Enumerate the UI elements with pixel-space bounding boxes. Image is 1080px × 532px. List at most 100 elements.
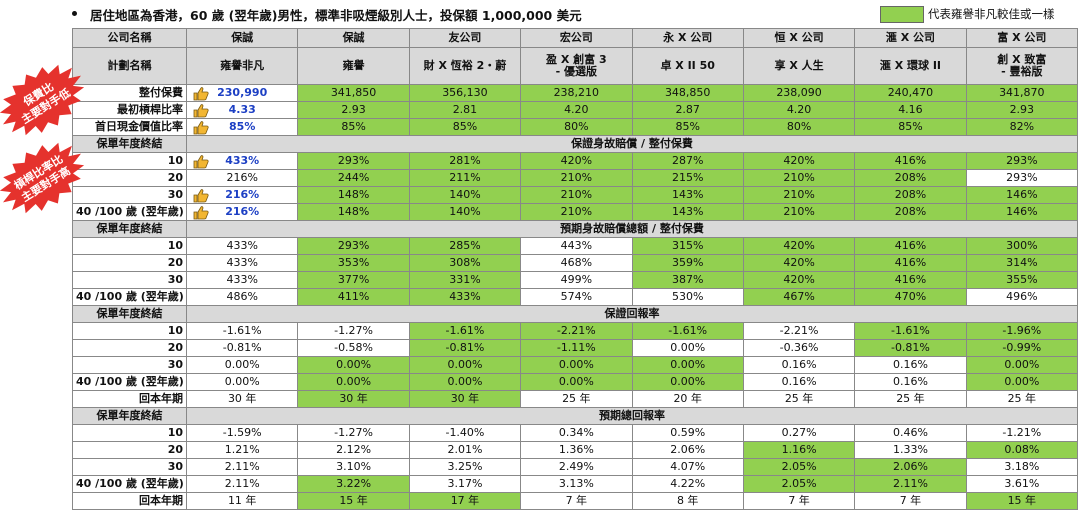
cell: 2.93 [965,101,1079,119]
cell: 0.00% [297,356,410,374]
cell-value: 300% [1006,239,1038,252]
data-row: 20 1.21% 2.12% 2.01% 1.36% 2.06% 1.16% 1.33% 0.0… [72,441,1079,459]
cell: 530% [631,288,744,306]
cell-value: 30 年 [227,392,257,405]
cell: 341,850 [297,84,410,102]
cell-value: 420% [783,239,815,252]
cell-value: 146% [1006,188,1038,201]
cell: 433% [185,271,299,289]
data-row: 30 216% 148% 140% 210% 143% 210% 208% 146% [72,186,1079,204]
cell: -0.81% [185,339,299,357]
section-label: 保單年度終結 [72,135,187,153]
cell: 0.00% [520,356,633,374]
cell: 468% [520,254,633,272]
cell: 416% [854,152,967,170]
cell-value: 30 年 [450,392,480,405]
company-name: 保誠 [297,28,410,48]
data-row: 20 433% 353% 308% 468% 359% 420% 416% 314% [72,254,1079,272]
data-row: 10 433% 293% 285% 443% 315% 420% 416% 300% [72,237,1079,255]
cell-value: 433% [226,273,258,286]
cell-value: 20 年 [673,392,702,405]
cell: 315% [631,237,744,255]
cell-value: 420% [560,154,593,167]
cell: -1.96% [965,322,1079,340]
cell: 2.06% [854,458,967,476]
cell-value: 0.00% [558,358,594,371]
cell: 420% [742,271,856,289]
row-label: 40 /100 歲 (翌年歲) [72,203,187,221]
cell: 0.00% [965,356,1079,374]
cell-value: 0.00% [447,358,483,371]
row-label: 30 [72,356,187,374]
cell: -1.21% [965,424,1079,442]
cell-value: -2.21% [779,324,819,337]
header-row: 公司名稱 保誠 保誠 友公司 宏公司永 X 公司恒 X 公司滙 X 公司富 X 公司 [72,28,1079,48]
cell: 208% [854,186,967,204]
cell: 0.00% [965,373,1079,391]
legend-text: 代表雍譽非凡較佳或一樣 [928,7,1055,21]
cell: 210% [520,186,633,204]
section-row: 保單年度終結 保證回報率 [72,305,1078,323]
cell-value: 468% [560,256,593,269]
cell: 2.49% [520,458,633,476]
cell: 238,210 [520,84,633,102]
cell-value: 359% [671,256,704,269]
cell: 238,090 [742,84,856,102]
cell-value: 0.00% [336,358,372,371]
cell: 1.21% [185,441,299,459]
row-label: 10 [72,237,187,255]
cell: 7 年 [742,492,856,510]
cell-value: 4.20 [786,103,812,116]
cell-value: 2.06% [670,443,706,456]
cell: 300% [965,237,1079,255]
cell: 3.17% [408,475,522,493]
cell-value: 0.16% [781,358,817,371]
cell-value: 85% [229,120,256,133]
row-label: 回本年期 [72,492,187,510]
cell: 2.11% [185,475,299,493]
cell: 0.46% [854,424,967,442]
data-row: 40 /100 歲 (翌年歲) 0.00% 0.00% 0.00% 0.00% 0.00%… [72,373,1079,391]
comparison-table: 公司名稱 保誠 保誠 友公司 宏公司永 X 公司恒 X 公司滙 X 公司富 X 公司 計劃… [72,28,1079,510]
cell: 0.16% [742,373,856,391]
cell-value: 208% [894,188,927,201]
row-label: 30 [72,186,187,204]
cell-value: 353% [337,256,370,269]
cell: 17 年 [408,492,522,510]
cell: 211% [408,169,522,187]
data-row: 整付保費 230,990 341,850 356,130 238,210 348,850 2… [72,84,1079,102]
cell-value: 433% [226,256,258,269]
cell: 146% [965,186,1079,204]
cell-value: 4.20 [564,103,589,116]
cell: -0.81% [408,339,522,357]
cell-value: 356,130 [442,86,488,99]
cell: 80% [742,118,856,136]
cell: 3.13% [520,475,633,493]
data-row: 40 /100 歲 (翌年歲) 486% 411% 433% 574% 530% 467% 4… [72,288,1079,306]
cell: 4.22% [631,475,744,493]
cell: 496% [965,288,1079,306]
section-title: 保證回報率 [186,305,1078,323]
section-row: 保單年度終結 保證身故賠償 / 整付保費 [72,135,1078,153]
cell-value: 17 年 [450,494,480,507]
cell-value: 2.11% [892,477,928,490]
plan-name: 滙 X 環球 II [854,47,967,85]
cell-value: 0.00% [224,358,260,371]
cell: 416% [854,271,967,289]
cell: 2.05% [742,458,856,476]
cell-value: 238,210 [553,86,600,99]
cell: 0.00% [185,356,299,374]
row-label: 30 [72,271,187,289]
cell-value: 85% [452,120,478,133]
cell: 85% [297,118,410,136]
cell: 411% [297,288,410,306]
cell-value: 4.07% [670,460,706,473]
cell-value: 2.87 [675,103,700,116]
cell: 0.00% [631,373,744,391]
cell-value: 496% [1006,290,1038,303]
cell: 0.08% [965,441,1079,459]
cell: -2.21% [520,322,633,340]
company-name: 富 X 公司 [965,28,1079,48]
cell: 0.00% [631,339,744,357]
